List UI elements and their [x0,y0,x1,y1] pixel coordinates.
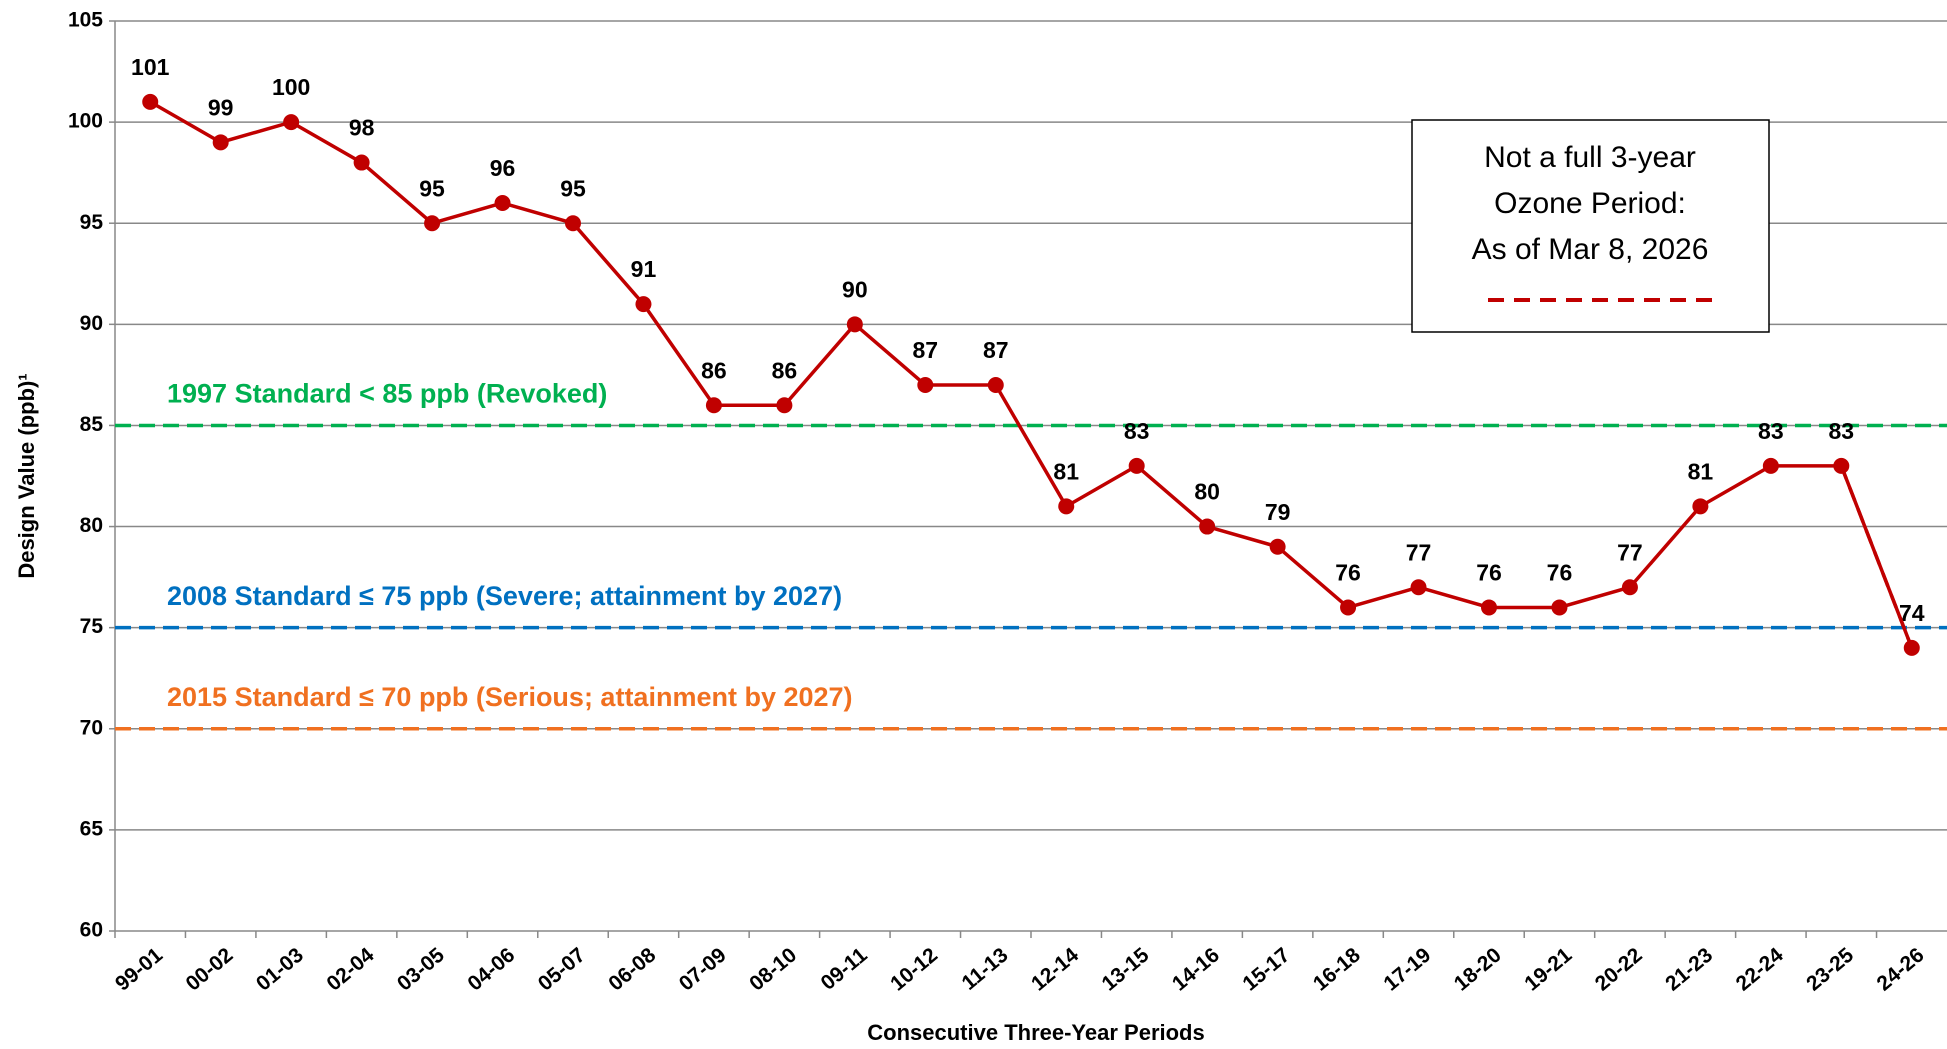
data-point [917,377,934,393]
x-tick-label: 13-15 [1098,943,1154,995]
reference-label: 2008 Standard ≤ 75 ppb (Severe; attainme… [167,581,842,611]
y-tick-label: 70 [80,716,103,739]
data-label: 80 [1194,479,1220,505]
x-tick-label: 07-09 [675,943,731,995]
data-label: 100 [272,74,310,100]
x-axis-label: Consecutive Three-Year Periods [867,1020,1204,1045]
data-point [1692,498,1709,515]
data-point [1269,538,1286,555]
x-tick-label: 21-23 [1661,943,1717,995]
legend-text: Ozone Period: [1494,187,1686,220]
y-tick-label: 65 [80,817,104,840]
data-label: 83 [1124,418,1150,444]
data-label: 96 [490,155,516,181]
data-point [353,154,370,171]
y-tick-label: 60 [80,919,103,942]
data-label: 76 [1335,560,1361,586]
x-tick-label: 20-22 [1591,943,1647,995]
data-point [424,215,441,232]
data-point [1551,599,1568,616]
legend-text: As of Mar 8, 2026 [1472,233,1709,266]
data-point [705,397,722,414]
data-label: 95 [419,175,445,201]
data-point [1762,457,1779,474]
x-tick-label: 01-03 [252,943,308,995]
data-point [987,377,1004,393]
data-label: 98 [349,115,375,141]
x-tick-label: 99-01 [111,943,167,995]
data-point [565,215,581,232]
data-point [1128,457,1145,474]
data-label: 79 [1265,499,1291,525]
x-tick-label: 22-24 [1732,943,1788,995]
y-tick-label: 90 [80,312,103,335]
data-label: 90 [842,276,868,302]
data-label: 87 [983,337,1009,363]
data-label: 76 [1476,560,1502,586]
data-label: 77 [1617,539,1643,565]
x-tick-label: 18-20 [1450,943,1506,995]
data-point [1481,599,1497,616]
data-point [212,134,229,151]
data-label: 101 [131,54,170,80]
data-point [283,114,300,131]
x-tick-label: 17-19 [1379,943,1435,995]
x-tick-label: 04-06 [463,943,519,995]
x-tick-label: 16-18 [1309,943,1365,995]
y-tick-label: 80 [80,514,103,537]
legend-frame [1411,119,1770,333]
x-tick-label: 10-12 [886,943,942,995]
series-line [149,100,1914,649]
data-point [1621,579,1638,596]
x-tick-label: 11-13 [957,943,1012,994]
data-point [1410,579,1427,596]
data-point [1058,498,1075,515]
y-tick-label: 105 [68,9,103,32]
data-label: 86 [772,357,798,383]
y-tick-label: 85 [80,413,104,436]
series-line [1839,465,1914,649]
data-point [1199,518,1216,535]
data-label: 83 [1758,418,1784,444]
reference-label: 1997 Standard < 85 ppb (Revoked) [167,379,607,409]
data-point [846,316,863,333]
data-label: 86 [701,357,727,383]
data-label: 77 [1406,539,1432,565]
x-tick-label: 06-08 [604,943,660,995]
x-tick-label: 24-26 [1873,943,1929,995]
legend-text: Not a full 3-year [1484,141,1696,174]
data-label: 99 [208,94,234,120]
x-tick-label: 05-07 [534,943,590,995]
y-axis-label: Design Value (ppb)¹ [14,373,39,578]
x-tick-label: 19-21 [1520,943,1576,995]
y-tick-label: 100 [68,110,103,133]
x-tick-label: 14-16 [1168,943,1224,995]
data-label: 76 [1547,560,1573,586]
legend-box: Not a full 3-year Ozone Period: As of Ma… [1411,119,1770,333]
x-tick-label: 08-10 [745,943,801,995]
x-tick-label: 12-14 [1027,943,1083,995]
data-label: 91 [631,256,657,282]
data-label: 83 [1829,418,1855,444]
data-label: 81 [1053,458,1079,484]
data-label: 95 [560,175,586,201]
data-point [1340,599,1357,616]
data-label: 87 [913,337,939,363]
x-tick-label: 00-02 [182,943,238,995]
data-label: 81 [1688,458,1714,484]
y-tick-label: 95 [80,211,104,234]
x-tick-label: 15-17 [1238,943,1294,995]
data-point [494,195,511,211]
x-tick-label: 03-05 [393,943,449,995]
data-point [142,93,159,110]
x-tick-label: 23-25 [1802,943,1858,995]
y-tick-label: 75 [80,615,104,638]
reference-label: 2015 Standard ≤ 70 ppb (Serious; attainm… [167,682,853,712]
x-tick-label: 02-04 [322,943,378,995]
data-point [776,397,793,414]
x-tick-label: 09-11 [817,943,872,995]
data-point [635,296,652,313]
